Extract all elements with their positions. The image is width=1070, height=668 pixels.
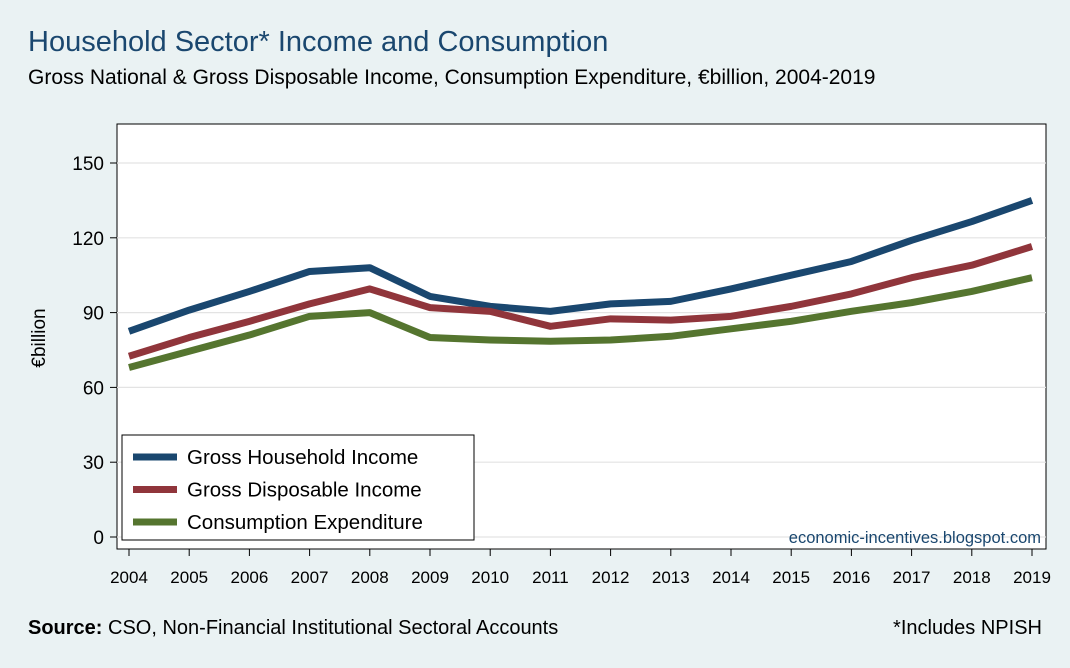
series-line-consumption-expenditure bbox=[128, 274, 1033, 371]
x-tick-label-2007: 2007 bbox=[291, 568, 329, 587]
watermark-text: economic-incentives.blogspot.com bbox=[789, 529, 1041, 547]
legend-label-consumption-expenditure: Consumption Expenditure bbox=[187, 511, 423, 534]
x-tick-label-2014: 2014 bbox=[712, 568, 750, 587]
y-tick-label-150: 150 bbox=[72, 154, 104, 175]
series-lines bbox=[127, 197, 1034, 371]
legend-label-gross-disposable-income: Gross Disposable Income bbox=[187, 479, 422, 502]
npish-note: *Includes NPISH bbox=[893, 617, 1042, 639]
x-tick-label-2010: 2010 bbox=[471, 568, 509, 587]
x-tick-label-2009: 2009 bbox=[411, 568, 449, 587]
x-tick-label-2005: 2005 bbox=[170, 568, 208, 587]
x-tick-label-2016: 2016 bbox=[832, 568, 870, 587]
chart-title: Household Sector* Income and Consumption bbox=[28, 26, 609, 58]
legend-box bbox=[121, 434, 475, 541]
x-tick-label-2015: 2015 bbox=[772, 568, 810, 587]
source-text: CSO, Non-Financial Institutional Sectora… bbox=[102, 617, 559, 639]
x-tick-label-2013: 2013 bbox=[652, 568, 690, 587]
y-tick-label-60: 60 bbox=[83, 378, 104, 399]
chart-subtitle: Gross National & Gross Disposable Income… bbox=[28, 66, 876, 89]
x-tick-label-2019: 2019 bbox=[1013, 568, 1051, 587]
y-tick-label-120: 120 bbox=[72, 229, 104, 250]
source-label: Source: bbox=[28, 617, 103, 639]
x-tick-label-2012: 2012 bbox=[592, 568, 630, 587]
x-tick-label-2018: 2018 bbox=[953, 568, 991, 587]
source-note: Source: CSO, Non-Financial Institutional… bbox=[28, 617, 558, 640]
y-axis-label: €billion bbox=[29, 308, 50, 367]
x-tick-label-2011: 2011 bbox=[532, 568, 569, 587]
legend-label-gross-household-income: Gross Household Income bbox=[187, 446, 418, 469]
legend: Gross Household Income Gross Disposable I… bbox=[121, 434, 475, 541]
series-line-gross-household-income bbox=[127, 197, 1034, 335]
x-tick-label-2006: 2006 bbox=[230, 568, 268, 587]
y-tick-label-30: 30 bbox=[83, 453, 104, 474]
axes: 0 30 60 90 120 150 2004 2005 2006 2007 2008 2009 201… bbox=[72, 154, 1051, 587]
x-tick-label-2004: 2004 bbox=[110, 568, 148, 587]
y-tick-label-90: 90 bbox=[83, 304, 104, 325]
x-tick-label-2008: 2008 bbox=[351, 568, 389, 587]
x-tick-label-2017: 2017 bbox=[893, 568, 931, 587]
y-tick-label-0: 0 bbox=[93, 528, 104, 549]
series-line-gross-disposable-income bbox=[127, 243, 1034, 360]
